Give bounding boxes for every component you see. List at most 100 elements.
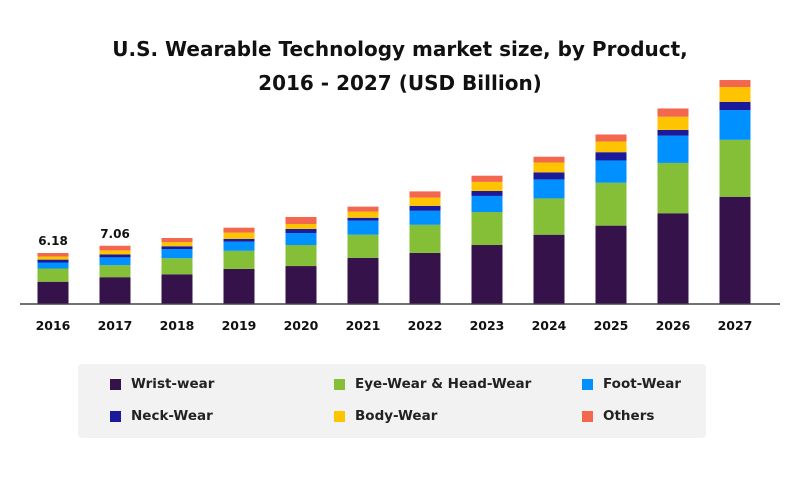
bar-segment-foot-wear-2024	[533, 179, 565, 199]
bar-segment-eye-wear-head-wear-2017	[99, 265, 131, 278]
data-label: 7.06	[100, 227, 130, 241]
bar-segment-foot-wear-2017	[99, 257, 131, 266]
bar-segment-neck-wear-2018	[161, 246, 193, 250]
bar-segment-others-2026	[657, 108, 689, 117]
legend-swatch	[334, 378, 345, 390]
bar-segment-neck-wear-2023	[471, 190, 503, 196]
bar-segment-neck-wear-2024	[533, 172, 565, 180]
bar-segment-neck-wear-2021	[347, 217, 379, 221]
legend-swatch	[582, 378, 593, 390]
bar-segment-body-wear-2016	[37, 256, 69, 260]
bar-segment-neck-wear-2019	[223, 238, 255, 242]
bar-segment-neck-wear-2025	[595, 152, 627, 161]
bar-segment-others-2017	[99, 245, 131, 251]
bar-segment-foot-wear-2023	[471, 195, 503, 213]
bar-segment-neck-wear-2017	[99, 254, 131, 258]
x-tick-label: 2022	[408, 318, 443, 333]
bar-segment-wrist-wear-2022	[409, 252, 441, 304]
bar-segment-neck-wear-2027	[719, 101, 751, 111]
x-tick-label: 2020	[284, 318, 319, 333]
legend-swatch	[582, 410, 593, 422]
bar-segment-neck-wear-2016	[37, 259, 69, 263]
bar-segment-wrist-wear-2017	[99, 277, 131, 304]
bar-segment-wrist-wear-2018	[161, 274, 193, 304]
bar-segment-wrist-wear-2016	[37, 281, 69, 304]
bar-segment-foot-wear-2027	[719, 110, 751, 140]
bar-segment-body-wear-2020	[285, 223, 317, 229]
legend-item: Wrist-wear	[110, 376, 214, 392]
bar-segment-eye-wear-head-wear-2025	[595, 182, 627, 226]
bar-segment-others-2019	[223, 227, 255, 233]
chart-title-line-2: 2016 - 2027 (USD Billion)	[258, 71, 542, 95]
bar-segment-foot-wear-2026	[657, 135, 689, 163]
bar-segment-others-2016	[37, 253, 69, 257]
bar-segment-body-wear-2026	[657, 116, 689, 130]
bar-segment-others-2023	[471, 175, 503, 182]
bar-segment-wrist-wear-2027	[719, 196, 751, 304]
bar-segment-foot-wear-2021	[347, 220, 379, 235]
bar-segment-eye-wear-head-wear-2022	[409, 224, 441, 253]
data-label: 6.18	[38, 234, 68, 248]
bar-segment-foot-wear-2020	[285, 233, 317, 246]
bar-segment-others-2021	[347, 206, 379, 212]
bar-segment-body-wear-2018	[161, 242, 193, 247]
bar-segment-foot-wear-2019	[223, 241, 255, 251]
x-tick-label: 2016	[36, 318, 71, 333]
bar-segment-body-wear-2019	[223, 232, 255, 239]
bar-segment-body-wear-2022	[409, 197, 441, 206]
bar-segment-wrist-wear-2025	[595, 225, 627, 304]
bar-segment-foot-wear-2025	[595, 160, 627, 183]
bar-segment-wrist-wear-2023	[471, 245, 503, 304]
bar-segment-body-wear-2027	[719, 87, 751, 102]
bar-segment-body-wear-2025	[595, 141, 627, 153]
x-tick-label: 2021	[346, 318, 381, 333]
legend-label: Neck-Wear	[131, 408, 213, 424]
bar-segment-wrist-wear-2020	[285, 266, 317, 304]
bar-segment-others-2022	[409, 191, 441, 198]
legend-item: Body-Wear	[334, 408, 437, 424]
legend-label: Others	[603, 408, 655, 424]
bar-segment-others-2025	[595, 134, 627, 142]
bar-segment-eye-wear-head-wear-2023	[471, 212, 503, 246]
legend-item: Eye-Wear & Head-Wear	[334, 376, 531, 392]
legend-label: Body-Wear	[355, 408, 438, 424]
x-tick-label: 2027	[718, 318, 753, 333]
x-tick-label: 2017	[98, 318, 133, 333]
x-tick-label: 2026	[656, 318, 691, 333]
legend-swatch	[334, 410, 345, 422]
legend: Wrist-wear Eye-Wear & Head-Wear Foot-Wear N…	[78, 364, 706, 438]
legend-label: Foot-Wear	[603, 376, 682, 392]
bar-segment-foot-wear-2022	[409, 210, 441, 225]
legend-item: Foot-Wear	[582, 376, 681, 392]
bar-segment-eye-wear-head-wear-2024	[533, 198, 565, 235]
chart-title-line-1: U.S. Wearable Technology market size, by…	[112, 37, 688, 61]
bar-segment-neck-wear-2020	[285, 228, 317, 234]
x-tick-label: 2018	[160, 318, 195, 333]
bar-segment-eye-wear-head-wear-2021	[347, 234, 379, 258]
bar-segment-body-wear-2021	[347, 211, 379, 218]
legend-swatch	[110, 410, 121, 422]
bar-segment-eye-wear-head-wear-2027	[719, 139, 751, 197]
bar-segment-eye-wear-head-wear-2020	[285, 245, 317, 267]
bar-segment-wrist-wear-2024	[533, 234, 565, 304]
bar-segment-wrist-wear-2026	[657, 213, 689, 304]
x-tick-label: 2019	[222, 318, 257, 333]
legend-item: Others	[582, 408, 654, 424]
legend-label: Wrist-wear	[131, 376, 215, 392]
bar-segment-eye-wear-head-wear-2018	[161, 258, 193, 275]
bar-segment-eye-wear-head-wear-2019	[223, 250, 255, 269]
bar-segment-eye-wear-head-wear-2016	[37, 268, 69, 282]
legend-swatch	[110, 378, 121, 390]
bar-segment-wrist-wear-2021	[347, 257, 379, 304]
x-tick-label: 2025	[594, 318, 629, 333]
legend-label: Eye-Wear & Head-Wear	[355, 376, 532, 392]
bar-segment-wrist-wear-2019	[223, 268, 255, 304]
bar-segment-foot-wear-2018	[161, 249, 193, 259]
bar-segment-neck-wear-2022	[409, 205, 441, 211]
bar-segment-foot-wear-2016	[37, 262, 69, 269]
bar-segment-others-2027	[719, 80, 751, 88]
bar-segment-others-2018	[161, 238, 193, 243]
x-tick-label: 2023	[470, 318, 505, 333]
legend-item: Neck-Wear	[110, 408, 213, 424]
